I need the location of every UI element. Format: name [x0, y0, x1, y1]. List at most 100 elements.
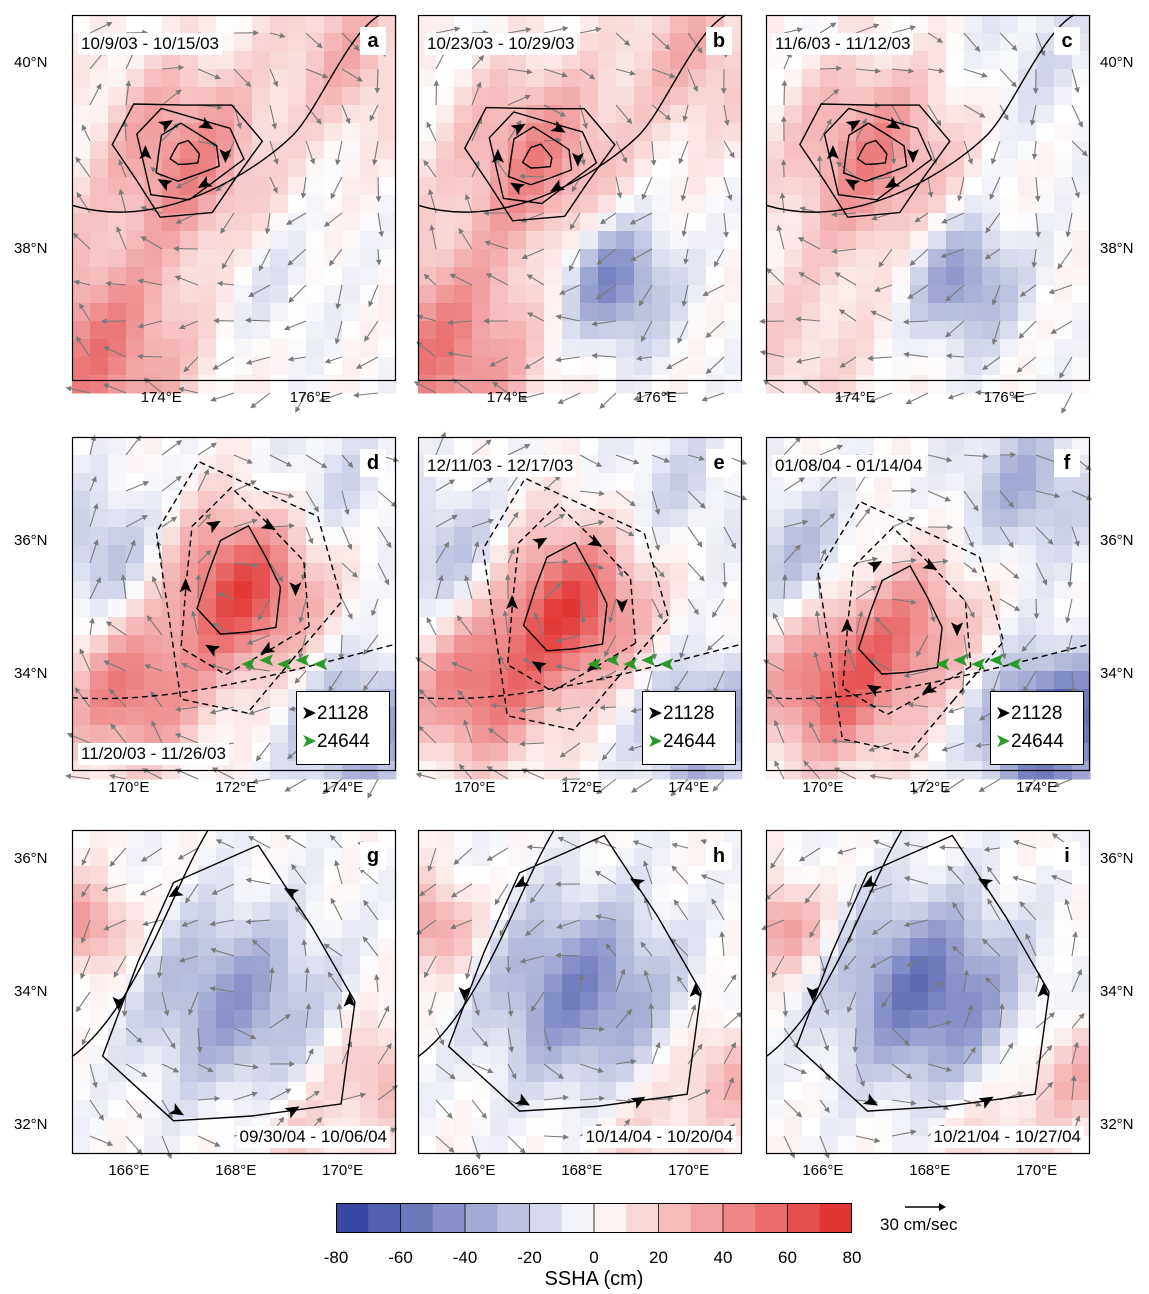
- colorbar-tick-label: -80: [323, 1248, 349, 1267]
- panel-letter: c: [1054, 27, 1080, 55]
- y-tick-label: 36°N: [1100, 531, 1134, 549]
- scale-label: 30 cm/sec: [880, 1215, 958, 1234]
- float-trajectory-markers: [826, 116, 919, 192]
- panel-date-range: 11/6/03 - 11/12/03: [772, 33, 914, 55]
- panel-date-range: 01/08/04 - 01/14/04: [772, 455, 926, 477]
- colorbar-tick-label: 60: [778, 1248, 797, 1267]
- x-tick-label: 176°E: [983, 389, 1025, 406]
- colorbar-bin: [723, 1203, 756, 1233]
- y-tick-label: 34°N: [14, 665, 48, 683]
- velocity-vectors: [415, 431, 748, 797]
- ssha-field: [766, 15, 1091, 394]
- x-tick-label: 170°E: [802, 779, 844, 796]
- panel-letter: h: [706, 842, 732, 870]
- colorbar-bin: [432, 1203, 466, 1233]
- float-legend: ➤21128 ➤24644: [642, 691, 736, 765]
- x-tick-label: 170°E: [322, 1162, 364, 1179]
- colorbar-tick-label: 80: [842, 1248, 862, 1267]
- map-canvas: [413, 14, 743, 409]
- legend-float-1-label: 21128: [1011, 703, 1063, 724]
- map-canvas: [758, 14, 1091, 414]
- float-trajectory-markers: [139, 116, 232, 192]
- legend-float-2-label: 24644: [663, 731, 716, 752]
- scale-arrow-icon: [905, 1203, 946, 1211]
- legend-row-float-1: ➤21128: [647, 702, 714, 726]
- colorbar-bin: [497, 1203, 530, 1233]
- colorbar-bin: [690, 1203, 724, 1233]
- contour-lines: [417, 14, 727, 222]
- map-canvas: [762, 436, 1093, 795]
- x-tick-label: 166°E: [802, 1162, 844, 1179]
- x-tick-label: 170°E: [1016, 1162, 1058, 1179]
- panel-letter: e: [706, 449, 732, 477]
- contour-lines: [71, 14, 381, 218]
- colorbar-bin: [594, 1203, 627, 1233]
- panel-letter: b: [706, 27, 732, 55]
- panel-date-range: 12/11/03 - 12/17/03: [424, 455, 577, 477]
- y-tick-label: 40°N: [1100, 53, 1134, 71]
- map-canvas: [416, 829, 743, 1160]
- float-trajectory-markers: [491, 120, 584, 195]
- legend-float-1-label: 21128: [317, 703, 369, 724]
- colorbar-bin: [658, 1203, 692, 1233]
- map-panel-e: 12/11/03 - 12/17/03 e ➤21128 ➤24644: [415, 431, 748, 797]
- ssha-field: [418, 830, 743, 1155]
- ssha-field: [72, 15, 397, 394]
- panel-date-range: 10/9/03 - 10/15/03: [78, 33, 223, 55]
- black-arrow-icon: ➤: [995, 703, 1011, 724]
- legend-row-float-2: ➤24644: [647, 730, 716, 754]
- map-panel-a: 10/9/03 - 10/15/03 a: [65, 14, 397, 413]
- black-arrow-icon: ➤: [647, 703, 663, 724]
- float-trajectory-markers: [179, 517, 328, 671]
- map-panel-c: 11/6/03 - 11/12/03 c: [758, 14, 1091, 414]
- colorbar-bin: [561, 1203, 595, 1233]
- y-tick-label: 32°N: [14, 1115, 48, 1133]
- x-tick-label: 172°E: [909, 779, 951, 796]
- green-arrow-icon: ➤: [301, 731, 317, 752]
- y-tick-label: 36°N: [14, 531, 48, 549]
- colorbar-tick-label: 40: [713, 1248, 733, 1267]
- colorbar-bin: [529, 1203, 563, 1233]
- x-tick-label: 170°E: [668, 1162, 710, 1179]
- x-tick-label: 174°E: [140, 389, 182, 406]
- float-trajectory-markers: [458, 875, 702, 1109]
- map-canvas: [415, 431, 748, 797]
- colorbar-bin: [368, 1203, 401, 1233]
- y-tick-label: 36°N: [1100, 850, 1134, 868]
- x-tick-label: 174°E: [1016, 779, 1058, 796]
- panel-letter: f: [1054, 449, 1080, 477]
- black-arrow-icon: ➤: [301, 703, 317, 724]
- float-trajectory-markers: [506, 534, 674, 674]
- colorbar-bin: [755, 1203, 788, 1233]
- contour-lines: [765, 500, 1091, 754]
- velocity-vectors: [413, 26, 735, 409]
- green-arrow-icon: ➤: [995, 731, 1011, 752]
- x-tick-label: 174°E: [834, 389, 876, 406]
- colorbar-gradient: [335, 1203, 853, 1233]
- legend-float-2-label: 24644: [317, 731, 370, 752]
- legend-float-2-label: 24644: [1011, 731, 1064, 752]
- map-panel-d: 11/20/03 - 11/26/03 d ➤21128 ➤24644: [65, 434, 400, 799]
- x-tick-label: 168°E: [909, 1162, 951, 1179]
- x-tick-label: 174°E: [668, 779, 710, 796]
- green-arrow-icon: ➤: [647, 731, 663, 752]
- map-canvas: [71, 829, 399, 1160]
- map-panel-f: 01/08/04 - 01/14/04 f ➤21128 ➤24644: [762, 436, 1093, 795]
- colorbar-tick-label: 20: [649, 1248, 668, 1267]
- x-tick-label: 170°E: [108, 779, 150, 796]
- float-trajectory-markers: [806, 875, 1050, 1109]
- y-tick-label: 38°N: [14, 240, 48, 258]
- y-tick-label: 34°N: [1100, 983, 1134, 1000]
- colorbar: [335, 1203, 853, 1233]
- map-canvas: [760, 829, 1091, 1159]
- x-tick-label: 166°E: [108, 1162, 150, 1179]
- float-legend: ➤21128 ➤24644: [990, 691, 1084, 765]
- map-panel-h: 10/14/04 - 10/20/04 h: [416, 829, 743, 1160]
- panel-letter: d: [360, 449, 386, 477]
- y-tick-label: 36°N: [14, 850, 48, 868]
- panel-date-range: 11/20/03 - 11/26/03: [78, 743, 229, 765]
- velocity-vectors: [762, 436, 1093, 795]
- x-tick-label: 174°E: [486, 389, 528, 406]
- panel-date-range: 09/30/04 - 10/06/04: [236, 1126, 390, 1148]
- x-tick-label: 170°E: [454, 779, 496, 796]
